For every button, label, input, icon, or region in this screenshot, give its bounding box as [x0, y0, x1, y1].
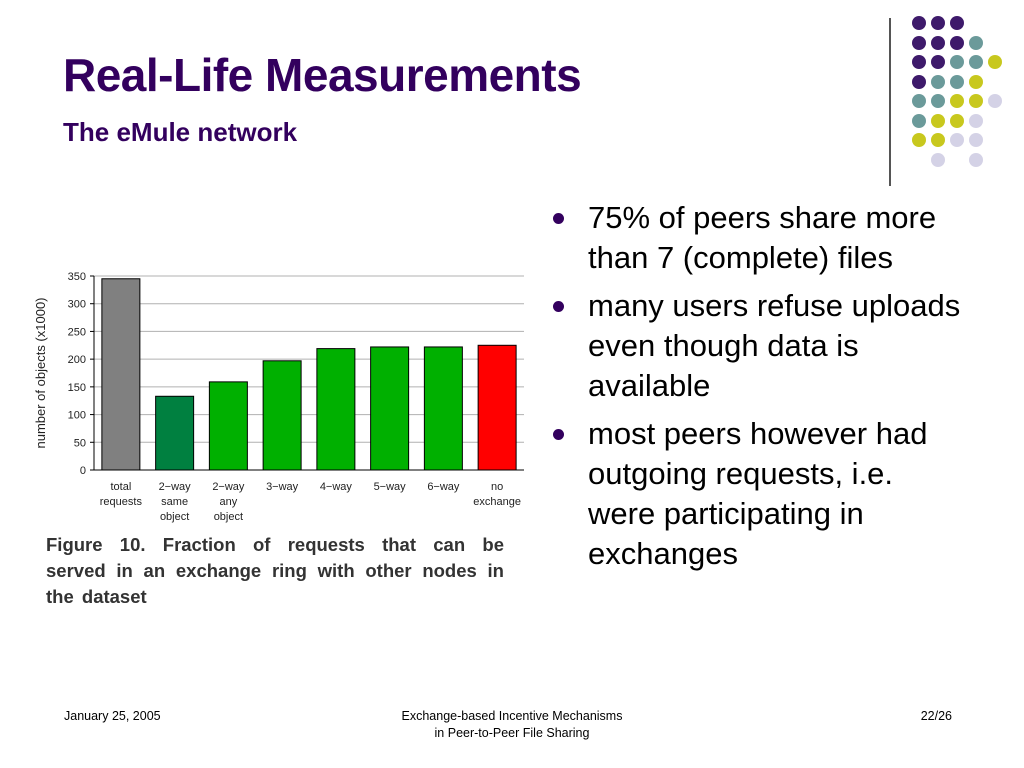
- y-tick-label: 0: [80, 465, 86, 477]
- chart-svg: 0 50 100 150 200 250 300 350 number of objects (…: [33, 271, 524, 523]
- decorative-dot: [969, 133, 983, 147]
- decorative-dot: [969, 35, 983, 50]
- x-tick-label: 5−way: [374, 481, 407, 493]
- footer-title-line: in Peer-to-Peer File Sharing: [434, 726, 590, 740]
- bar: [477, 344, 517, 471]
- bar: [423, 346, 463, 471]
- bullet-dot: [553, 213, 564, 224]
- decorative-dot: [931, 74, 945, 89]
- decorative-divider: [889, 18, 891, 186]
- footer-title: Exchange-based Incentive Mechanisms in P…: [360, 708, 664, 742]
- y-tick-label: 100: [68, 410, 86, 422]
- bullet-dot: [553, 301, 564, 312]
- decorative-dot: [950, 74, 964, 89]
- decorative-dot: [969, 152, 983, 167]
- decorative-dot: [950, 55, 964, 69]
- x-tick-label: exchange: [473, 496, 521, 508]
- decorative-dot: [969, 94, 983, 108]
- decorative-dot: [988, 55, 1002, 69]
- x-tick-label: no: [491, 481, 503, 493]
- y-tick-label: 150: [68, 382, 86, 394]
- decorative-dot: [969, 113, 983, 128]
- decorative-dot: [950, 16, 964, 30]
- decorative-dot: [931, 152, 945, 167]
- decorative-dot: [931, 133, 945, 147]
- bullet-item: 75% of peers share more than 7 (complete…: [548, 198, 968, 278]
- y-tick-label: 50: [74, 437, 86, 449]
- decorative-dot: [912, 133, 926, 147]
- footer-page-number: 22/26: [920, 709, 952, 723]
- slide-subtitle: The eMule network: [63, 117, 298, 147]
- y-axis-label: number of objects (x1000): [33, 297, 48, 448]
- y-tick-label: 250: [68, 326, 86, 338]
- bar: [370, 346, 410, 471]
- bar-chart: 0 50 100 150 200 250 300 350 number of objects (…: [28, 262, 528, 535]
- decorative-dot: [969, 74, 983, 89]
- y-tick-label: 300: [68, 299, 86, 311]
- decorative-dot: [912, 16, 926, 30]
- decorative-dot: [950, 133, 964, 147]
- decorative-dot: [912, 55, 926, 69]
- slide-title: Real-Life Measurements: [63, 49, 582, 101]
- decorative-dot: [931, 35, 945, 50]
- x-tick-label: 2−way: [159, 481, 192, 493]
- decorative-dot: [931, 94, 945, 108]
- x-tick-label: any: [220, 496, 238, 508]
- x-tick-label: same: [161, 496, 188, 508]
- x-tick-label: 3−way: [266, 481, 299, 493]
- decorative-dot: [912, 94, 926, 108]
- y-tick-label: 350: [68, 271, 86, 283]
- decorative-dot: [912, 74, 926, 89]
- bullet-text: 75% of peers share more than 7 (complete…: [588, 200, 937, 275]
- x-tick-label: 2−way: [212, 481, 245, 493]
- footer-title-line: Exchange-based Incentive Mechanisms: [401, 709, 623, 723]
- bullet-text: most peers however had outgoing requests…: [588, 416, 928, 571]
- x-tick-label: 4−way: [320, 481, 353, 493]
- figure-caption: Figure 10. Fraction of requests that can…: [46, 534, 504, 607]
- bullet-dot: [553, 429, 564, 440]
- x-tick-label: object: [160, 511, 189, 523]
- x-tick-label: 6−way: [427, 481, 460, 493]
- bar: [155, 395, 195, 471]
- decorative-dot: [988, 94, 1002, 108]
- decorative-dot: [931, 55, 945, 69]
- footer-date: January 25, 2005: [64, 709, 161, 723]
- decorative-dot: [931, 113, 945, 128]
- bar: [208, 381, 248, 471]
- bullet-text: many users refuse uploads even though da…: [588, 288, 961, 403]
- decorative-dot: [969, 55, 983, 69]
- decorative-dot: [931, 16, 945, 30]
- decorative-dot: [912, 35, 926, 50]
- x-tick-label: object: [214, 511, 243, 523]
- y-tick-label: 200: [68, 354, 86, 366]
- decorative-dot: [950, 35, 964, 50]
- bullet-item: most peers however had outgoing requests…: [548, 414, 968, 574]
- bar: [316, 348, 356, 471]
- bullet-list: 75% of peers share more than 7 (complete…: [548, 198, 968, 582]
- bar: [262, 360, 302, 471]
- decorative-dot: [950, 113, 964, 128]
- x-tick-label: requests: [100, 496, 143, 508]
- bar: [101, 278, 141, 471]
- bullet-item: many users refuse uploads even though da…: [548, 286, 968, 406]
- x-tick-label: total: [110, 481, 131, 493]
- decorative-dot: [912, 113, 926, 128]
- decorative-dot: [950, 94, 964, 108]
